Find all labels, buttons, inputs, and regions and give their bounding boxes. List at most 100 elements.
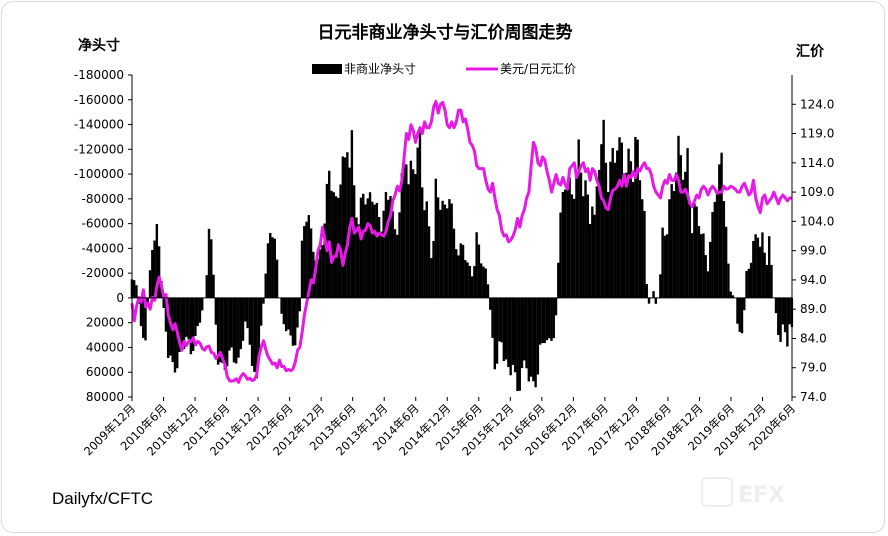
net-position-bar xyxy=(527,297,531,382)
net-position-bar xyxy=(241,297,245,341)
net-position-bar xyxy=(752,240,755,298)
net-position-bar xyxy=(452,228,456,298)
net-position-bar xyxy=(575,173,578,298)
net-position-bar xyxy=(284,297,288,332)
net-position-bar xyxy=(328,170,331,298)
net-position-bar xyxy=(300,240,304,298)
left-tick-label: -180000 xyxy=(74,68,124,82)
net-position-bar xyxy=(144,297,147,341)
left-axis-title: 净头寸 xyxy=(78,37,120,54)
net-position-bar xyxy=(604,162,608,298)
net-position-bar xyxy=(323,223,326,298)
net-position-bar xyxy=(153,240,156,298)
net-position-bar xyxy=(622,178,626,298)
net-position-bar xyxy=(416,147,419,298)
net-position-bar xyxy=(550,297,553,341)
net-position-bar xyxy=(298,297,301,312)
net-position-bar xyxy=(366,198,369,298)
net-position-bar xyxy=(597,170,601,298)
net-position-bar xyxy=(414,174,417,298)
net-position-bar xyxy=(514,297,517,373)
net-position-bar xyxy=(525,297,528,369)
net-position-bar xyxy=(291,297,295,346)
right-tick-label: 89.0 xyxy=(800,302,827,316)
net-position-bar xyxy=(736,297,739,324)
net-position-bar xyxy=(643,210,646,298)
net-position-bar xyxy=(786,297,789,347)
net-position-bar xyxy=(180,297,183,350)
watermark-logo-icon xyxy=(701,477,733,507)
net-position-bar xyxy=(761,232,764,298)
net-position-bar xyxy=(758,246,762,298)
net-position-bar xyxy=(250,297,254,366)
net-position-bar xyxy=(205,275,208,298)
net-position-bar xyxy=(627,148,630,298)
net-position-bar xyxy=(198,297,202,323)
net-position-bar xyxy=(749,262,753,298)
net-position-bar xyxy=(262,297,265,304)
net-position-bar xyxy=(457,255,460,298)
net-position-bar xyxy=(464,260,467,298)
net-position-bar xyxy=(663,235,667,298)
net-position-bar xyxy=(359,197,363,298)
net-position-bar xyxy=(788,297,791,325)
net-position-bar xyxy=(777,297,780,336)
net-position-bar xyxy=(189,297,193,355)
net-position-bar xyxy=(246,297,249,329)
net-position-bar xyxy=(362,193,365,298)
left-tick-label: 0 xyxy=(116,291,124,305)
net-position-bar xyxy=(681,179,685,298)
net-position-bar xyxy=(625,172,628,298)
net-position-bar xyxy=(210,239,213,298)
net-position-bar xyxy=(294,297,297,346)
net-position-bar xyxy=(561,192,565,298)
net-position-bar xyxy=(541,297,544,344)
net-position-bar xyxy=(173,297,177,373)
net-position-bar xyxy=(613,162,617,298)
net-position-bar xyxy=(468,265,472,298)
net-position-bar xyxy=(371,201,374,298)
net-position-bar xyxy=(699,234,703,298)
net-position-bar xyxy=(711,212,714,298)
net-position-bar xyxy=(713,201,716,298)
net-position-bar xyxy=(375,202,379,298)
fx-rate-line xyxy=(130,99,792,384)
net-position-bar xyxy=(570,194,574,298)
net-position-bar xyxy=(475,232,478,298)
net-position-bar xyxy=(579,172,583,298)
right-tick-label: 119.0 xyxy=(800,127,834,141)
net-position-bar xyxy=(722,201,726,298)
net-position-bar xyxy=(659,274,662,298)
net-position-bar xyxy=(498,297,501,342)
net-position-bar xyxy=(296,297,299,328)
net-position-bar xyxy=(339,184,342,298)
watermark: EFX xyxy=(701,477,785,508)
net-position-bar xyxy=(316,259,320,298)
net-position-bar xyxy=(482,266,485,298)
axes xyxy=(131,75,793,397)
net-position-bar xyxy=(212,274,215,298)
left-axis-ticks: 80000 60000 40000 20000 0 -20000 -40000 -60000 -… xyxy=(74,68,132,404)
net-position-bar xyxy=(702,233,705,298)
net-position-bar xyxy=(162,297,165,308)
legend-label-line: 美元/日元汇价 xyxy=(500,62,576,76)
net-position-bar xyxy=(783,297,787,333)
net-position-bar xyxy=(303,226,306,298)
right-tick-label: 104.0 xyxy=(800,214,834,228)
net-position-bar xyxy=(518,297,521,391)
net-position-bar xyxy=(225,297,229,367)
net-position-bar xyxy=(647,297,651,304)
net-position-bar xyxy=(219,297,222,363)
net-position-bar xyxy=(557,262,560,298)
net-position-bar xyxy=(618,137,621,298)
right-tick-label: 99.0 xyxy=(800,244,827,258)
right-tick-label: 114.0 xyxy=(800,156,834,170)
left-tick-label: -40000 xyxy=(81,241,124,255)
net-position-bar xyxy=(421,187,424,298)
net-position-bar xyxy=(520,297,524,369)
net-position-bar xyxy=(770,264,773,298)
net-position-bar xyxy=(516,297,519,392)
right-axis-title: 汇价 xyxy=(796,44,825,60)
net-position-bar xyxy=(529,297,533,377)
net-position-bar xyxy=(602,119,605,298)
